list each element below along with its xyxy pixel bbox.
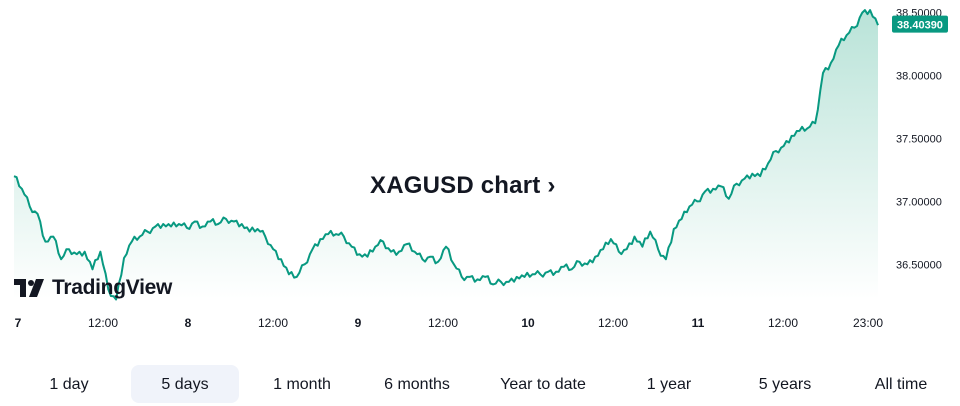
y-axis-tick-label: 37.50000: [896, 133, 942, 145]
x-axis-tick-label: 12:00: [428, 316, 458, 330]
y-axis-tick-label: 36.50000: [896, 259, 942, 271]
range-tab-5-years[interactable]: 5 years: [758, 376, 812, 393]
time-range-tabs: 1 day 5 days 1 month 6 months Year to date 1 …: [0, 365, 960, 403]
chart-title-text: XAGUSD chart: [370, 172, 541, 199]
tradingview-logo-icon: [14, 279, 44, 297]
y-axis-tick-label: 37.00000: [896, 196, 942, 208]
range-tab-year-to-date[interactable]: Year to date: [500, 376, 586, 393]
x-axis-tick-label: 10: [521, 316, 535, 330]
x-axis-tick-label: 8: [185, 316, 192, 330]
chevron-right-icon: ›: [547, 172, 556, 199]
x-axis-tick-label: 12:00: [768, 316, 798, 330]
chart-title-link[interactable]: XAGUSD chart ›: [370, 172, 556, 200]
x-axis-tick-label: 9: [355, 316, 362, 330]
range-tab-1-day[interactable]: 1 day: [49, 376, 89, 393]
x-axis-tick-label: 11: [692, 316, 705, 330]
price-chart[interactable]: 38.50000 38.00000 37.50000 37.00000 36.50000…: [0, 0, 960, 330]
x-axis-tick-label: 7: [15, 316, 22, 330]
range-tab-1-month[interactable]: 1 month: [273, 376, 331, 393]
last-price-label: 38.40390: [897, 20, 943, 32]
range-tab-6-months[interactable]: 6 months: [384, 376, 450, 393]
range-tab-5-days[interactable]: 5 days: [131, 365, 239, 403]
watermark-label: TradingView: [52, 276, 173, 299]
price-line: [13, 9, 879, 301]
y-axis-tick-label: 38.00000: [896, 71, 942, 83]
last-price-badge: [892, 15, 948, 33]
x-axis-tick-label: 12:00: [598, 316, 628, 330]
price-area-fill: [14, 10, 878, 300]
range-tab-all-time[interactable]: All time: [874, 376, 928, 393]
x-axis-tick-label: 12:00: [258, 316, 288, 330]
x-axis-tick-label: 23:00: [853, 316, 883, 330]
range-tab-1-year[interactable]: 1 year: [646, 376, 692, 393]
chart-canvas[interactable]: 38.5000038.0000037.5000037.0000036.50000…: [0, 0, 960, 340]
x-axis-tick-label: 12:00: [88, 316, 118, 330]
tradingview-watermark[interactable]: TradingView: [14, 276, 172, 300]
